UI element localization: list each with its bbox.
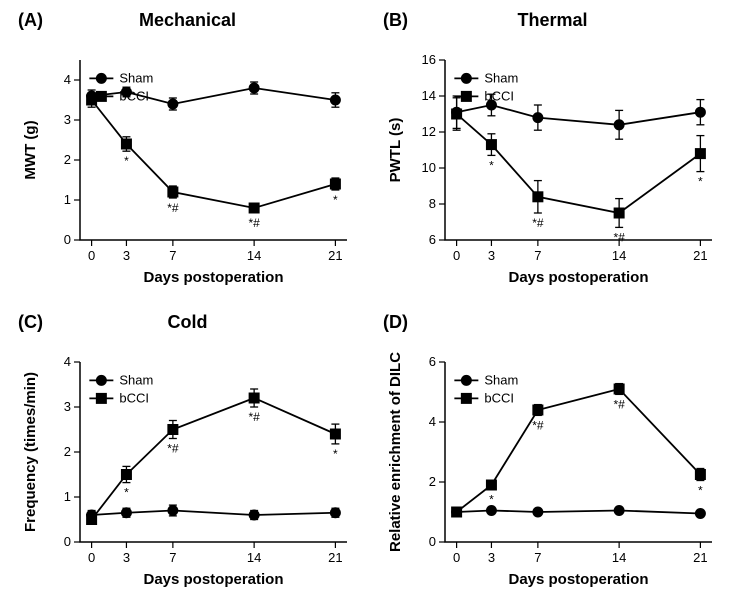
svg-text:0: 0 xyxy=(88,550,95,565)
svg-text:3: 3 xyxy=(488,248,495,263)
panel-label-D: (D) xyxy=(383,312,408,333)
panel-C: (C)Cold01234Frequency (times/min)0371421… xyxy=(10,310,365,600)
panel-D: (D) 0 2 4 6 Relative enrichment of DILC 0 3 7 14 2… xyxy=(375,310,730,600)
svg-text:*: * xyxy=(124,154,129,168)
legend-item-sham: Sham xyxy=(119,372,153,387)
svg-text:PWTL (s): PWTL (s) xyxy=(387,118,404,183)
svg-text:4: 4 xyxy=(64,354,71,369)
panel-B: (B)Thermal6810121416PWTL (s)0371421Days … xyxy=(375,8,730,298)
svg-text:*: * xyxy=(489,158,494,172)
svg-text:8: 8 xyxy=(429,196,436,211)
svg-text:0: 0 xyxy=(453,248,460,263)
svg-text:7: 7 xyxy=(534,248,541,263)
svg-text:0: 0 xyxy=(429,534,436,549)
svg-text:21: 21 xyxy=(693,550,707,565)
svg-text:2: 2 xyxy=(64,444,71,459)
svg-text:0: 0 xyxy=(64,534,71,549)
svg-text:*: * xyxy=(333,193,338,207)
svg-text:*: * xyxy=(489,493,494,507)
svg-text:14: 14 xyxy=(612,248,626,263)
svg-text:MWT (g): MWT (g) xyxy=(22,120,39,179)
chart-C: 0 1 2 3 4 Frequency (times/min) 0 3 7 14 21 Days po… xyxy=(10,310,365,600)
legend-item-bcci: bCCI xyxy=(484,390,514,405)
svg-text:Days postoperation: Days postoperation xyxy=(143,269,283,286)
svg-text:7: 7 xyxy=(169,248,176,263)
svg-text:1: 1 xyxy=(64,489,71,504)
svg-text:21: 21 xyxy=(328,248,342,263)
svg-text:21: 21 xyxy=(693,248,707,263)
svg-text:7: 7 xyxy=(534,550,541,565)
legend-item-bcci: bCCI xyxy=(484,88,514,103)
legend-item-bcci: bCCI xyxy=(119,390,149,405)
svg-text:*#: *# xyxy=(613,397,625,411)
svg-text:*: * xyxy=(698,175,703,189)
panel-A: (A)Mechanical01234MWT (g)0371421Days pos… xyxy=(10,8,365,298)
svg-text:10: 10 xyxy=(422,160,436,175)
svg-text:*: * xyxy=(333,447,338,461)
svg-text:Days postoperation: Days postoperation xyxy=(508,269,648,286)
svg-text:14: 14 xyxy=(422,88,436,103)
panel-title-A: Mechanical xyxy=(10,10,365,31)
svg-text:14: 14 xyxy=(247,550,261,565)
svg-text:3: 3 xyxy=(64,399,71,414)
svg-text:2: 2 xyxy=(64,152,71,167)
legend-item-sham: Sham xyxy=(119,70,153,85)
svg-text:*: * xyxy=(698,484,703,498)
svg-text:Relative enrichment of DILC: Relative enrichment of DILC xyxy=(387,352,404,552)
svg-text:14: 14 xyxy=(247,248,261,263)
panel-title-C: Cold xyxy=(10,312,365,333)
figure-root: (A)Mechanical01234MWT (g)0371421Days pos… xyxy=(0,0,735,602)
svg-text:6: 6 xyxy=(429,354,436,369)
chart-D: 0 2 4 6 Relative enrichment of DILC 0 3 7 14 21 Da… xyxy=(375,310,730,600)
svg-text:*#: *# xyxy=(532,418,544,432)
svg-text:Days postoperation: Days postoperation xyxy=(508,571,648,588)
svg-text:0: 0 xyxy=(64,232,71,247)
svg-text:12: 12 xyxy=(422,124,436,139)
legend-item-sham: Sham xyxy=(484,70,518,85)
svg-text:2: 2 xyxy=(429,474,436,489)
svg-text:Days postoperation: Days postoperation xyxy=(143,571,283,588)
legend-item-bcci: bCCI xyxy=(119,88,149,103)
chart-A: 0 1 2 3 4 MWT (g) 0 3 7 14 21 Days postoperation * *#… xyxy=(10,8,365,298)
svg-text:*: * xyxy=(124,486,129,500)
svg-text:3: 3 xyxy=(64,112,71,127)
svg-text:6: 6 xyxy=(429,232,436,247)
svg-text:3: 3 xyxy=(488,550,495,565)
svg-text:16: 16 xyxy=(422,52,436,67)
svg-text:*#: *# xyxy=(248,216,260,230)
svg-text:4: 4 xyxy=(429,414,436,429)
svg-text:3: 3 xyxy=(123,550,130,565)
chart-B: 6 8 10 12 14 16 PWTL (s) 0 3 7 14 21 Days postoperat… xyxy=(375,8,730,298)
svg-text:*#: *# xyxy=(532,216,544,230)
svg-text:7: 7 xyxy=(169,550,176,565)
svg-text:14: 14 xyxy=(612,550,626,565)
legend-item-sham: Sham xyxy=(484,372,518,387)
svg-text:*#: *# xyxy=(167,442,179,456)
svg-text:4: 4 xyxy=(64,72,71,87)
panel-title-B: Thermal xyxy=(375,10,730,31)
svg-text:Frequency (times/min): Frequency (times/min) xyxy=(22,372,39,532)
svg-text:3: 3 xyxy=(123,248,130,263)
svg-text:*#: *# xyxy=(167,201,179,215)
svg-text:0: 0 xyxy=(88,248,95,263)
svg-text:0: 0 xyxy=(453,550,460,565)
svg-text:21: 21 xyxy=(328,550,342,565)
svg-text:*#: *# xyxy=(613,230,625,244)
svg-text:1: 1 xyxy=(64,192,71,207)
svg-text:*#: *# xyxy=(248,410,260,424)
